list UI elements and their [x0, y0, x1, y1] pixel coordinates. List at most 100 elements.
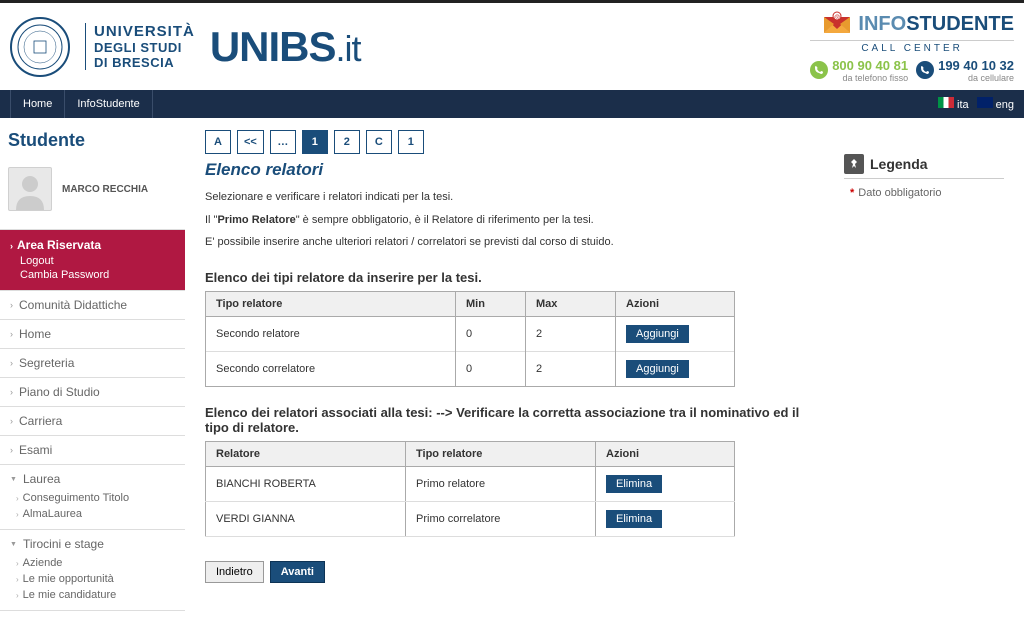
legend-item: *Dato obbligatorio: [844, 179, 1004, 199]
chevron-right-icon: ›: [10, 329, 13, 339]
bc-step-1b[interactable]: 1: [398, 130, 424, 154]
sidebar-item-label: Tirocini e stage: [23, 537, 104, 551]
sidebar-aziende[interactable]: ›Aziende: [16, 555, 175, 571]
sidebar-opportunita[interactable]: ›Le mie opportunità: [16, 571, 175, 587]
table-row: Secondo relatore02Aggiungi: [206, 317, 735, 352]
bc-step-c[interactable]: C: [366, 130, 392, 154]
chevron-right-icon: ›: [10, 416, 13, 426]
bc-ellipsis[interactable]: …: [270, 130, 296, 154]
phone-icon: [810, 61, 828, 79]
sidebar-tirocini[interactable]: ▼Tirocini e stage ›Aziende ›Le mie oppor…: [0, 530, 185, 611]
uni-name-l1: UNIVERSITÀ: [94, 23, 195, 40]
user-block: MARCO RECCHIA: [0, 161, 185, 230]
sidebar-home[interactable]: › Home: [0, 320, 185, 349]
sidebar-sub-label: AlmaLaurea: [23, 508, 82, 520]
sidebar-candidature[interactable]: › Le mie candidature: [16, 587, 175, 603]
sidebar-esami[interactable]: ›Esami: [0, 436, 185, 465]
sidebar-item-label: Piano di Studio: [19, 385, 100, 399]
cell-tipo: Primo correlatore: [406, 502, 596, 537]
th-tipo-relatore: Tipo relatore: [406, 442, 596, 467]
legend-item-label: Dato obbligatorio: [858, 187, 941, 199]
logo-main: UNIBS: [210, 23, 336, 70]
sidebar-item-label: Segreteria: [19, 356, 74, 370]
sidebar-sub-label: Aziende: [23, 557, 63, 569]
university-name: UNIVERSITÀ DEGLI STUDI DI BRESCIA: [85, 23, 195, 70]
legend-title-text: Legenda: [870, 156, 928, 172]
header: UNIVERSITÀ DEGLI STUDI DI BRESCIA UNIBS.…: [0, 0, 1024, 90]
sidebar-logout[interactable]: Logout: [10, 254, 175, 268]
university-seal-icon: [10, 17, 70, 77]
flag-en-icon: [977, 97, 993, 108]
phone-fixed: 800 90 40 81 da telefono fisso: [810, 58, 908, 83]
delete-button[interactable]: Elimina: [606, 510, 662, 528]
chevron-right-icon: ›: [16, 510, 19, 519]
navbar: Home InfoStudente ita eng: [0, 90, 1024, 118]
sidebar-comunita[interactable]: ›Comunità Didattiche: [0, 291, 185, 320]
header-logos: UNIVERSITÀ DEGLI STUDI DI BRESCIA UNIBS.…: [10, 17, 361, 77]
sidebar-item-label: Comunità Didattiche: [19, 298, 127, 312]
lang-eng[interactable]: eng: [977, 97, 1014, 111]
intro-p2: Il "Primo Relatore" è sempre obbligatori…: [205, 211, 814, 230]
sidebar: Studente MARCO RECCHIA ›Area Riservata L…: [0, 118, 185, 611]
cell-tipo: Secondo correlatore: [206, 352, 456, 387]
table1-title: Elenco dei tipi relatore da inserire per…: [205, 270, 814, 285]
svg-text:@: @: [834, 15, 840, 21]
back-button[interactable]: Indietro: [205, 561, 264, 583]
chevron-right-icon: ›: [16, 575, 19, 584]
uni-name-l2: DEGLI STUDI: [94, 40, 195, 55]
breadcrumb: A << … 1 2 C 1: [205, 130, 814, 154]
nav-infostudente[interactable]: InfoStudente: [65, 90, 152, 118]
intro-p1: Selezionare e verificare i relatori indi…: [205, 188, 814, 207]
th-azioni2: Azioni: [596, 442, 735, 467]
table-row: VERDI GIANNAPrimo correlatore Elimina: [206, 502, 735, 537]
info-studente-block: @ INFOSTUDENTE CALL CENTER 800 90 40 81 …: [810, 11, 1014, 83]
lang-eng-label: eng: [996, 99, 1014, 111]
bc-step-1[interactable]: 1: [302, 130, 328, 154]
unibs-logo[interactable]: UNIBS.it: [210, 23, 361, 71]
nav-buttons: Indietro Avanti: [205, 561, 814, 583]
table-row: BIANCHI ROBERTAPrimo relatoreElimina: [206, 467, 735, 502]
sidebar-item-label: Esami: [19, 443, 52, 457]
main-content: A << … 1 2 C 1 Elenco relatori Seleziona…: [205, 130, 814, 583]
sidebar-laurea[interactable]: ▼Laurea ›Conseguimento Titolo ›AlmaLaure…: [0, 465, 185, 530]
th-max: Max: [526, 292, 616, 317]
delete-button[interactable]: Elimina: [606, 475, 662, 493]
nav-home[interactable]: Home: [10, 90, 65, 118]
chevron-right-icon: ›: [10, 358, 13, 368]
sidebar-conseguimento[interactable]: ›Conseguimento Titolo: [16, 490, 175, 506]
table-row: Secondo correlatore02 Aggiungi: [206, 352, 735, 387]
area-riservata-title: Area Riservata: [17, 238, 101, 252]
lang-ita[interactable]: ita: [938, 97, 969, 111]
table-relatori-associati: Relatore Tipo relatore Azioni BIANCHI RO…: [205, 441, 735, 537]
infostudente-bold: STUDENTE: [906, 13, 1014, 35]
infostudente-light: INFO: [858, 13, 906, 35]
sidebar-piano[interactable]: ›Piano di Studio: [0, 378, 185, 407]
forward-button[interactable]: Avanti: [270, 561, 325, 583]
uni-name-l3: DI BRESCIA: [94, 55, 195, 70]
add-button[interactable]: Aggiungi: [626, 360, 689, 378]
table-tipi-relatore: Tipo relatore Min Max Azioni Secondo rel…: [205, 291, 735, 387]
sidebar-item-label: Home: [19, 327, 51, 341]
sidebar-item-label: Carriera: [19, 414, 62, 428]
phone2-sub: da cellulare: [938, 73, 1014, 83]
phone-mobile: 199 40 10 32 da cellulare: [916, 58, 1014, 83]
th-tipo: Tipo relatore: [206, 292, 456, 317]
chevron-right-icon: ›: [16, 591, 19, 600]
sidebar-cambia-password[interactable]: Cambia Password: [10, 268, 175, 282]
sidebar-segreteria[interactable]: › Segreteria: [0, 349, 185, 378]
sidebar-almalaurea[interactable]: › AlmaLaurea: [16, 506, 175, 522]
add-button[interactable]: Aggiungi: [626, 325, 689, 343]
cell-min: 0: [456, 352, 526, 387]
sidebar-sub-label: Le mie candidature: [23, 589, 117, 601]
cell-nome: VERDI GIANNA: [206, 502, 406, 537]
chevron-down-icon: ▼: [10, 541, 17, 548]
phone-icon: [916, 61, 934, 79]
flag-it-icon: [938, 97, 954, 108]
sidebar-carriera[interactable]: › Carriera: [0, 407, 185, 436]
bc-back[interactable]: <<: [237, 130, 264, 154]
logo-suffix: .it: [336, 28, 361, 69]
cell-nome: BIANCHI ROBERTA: [206, 467, 406, 502]
bc-step-a[interactable]: A: [205, 130, 231, 154]
bc-step-2[interactable]: 2: [334, 130, 360, 154]
cell-max: 2: [526, 352, 616, 387]
